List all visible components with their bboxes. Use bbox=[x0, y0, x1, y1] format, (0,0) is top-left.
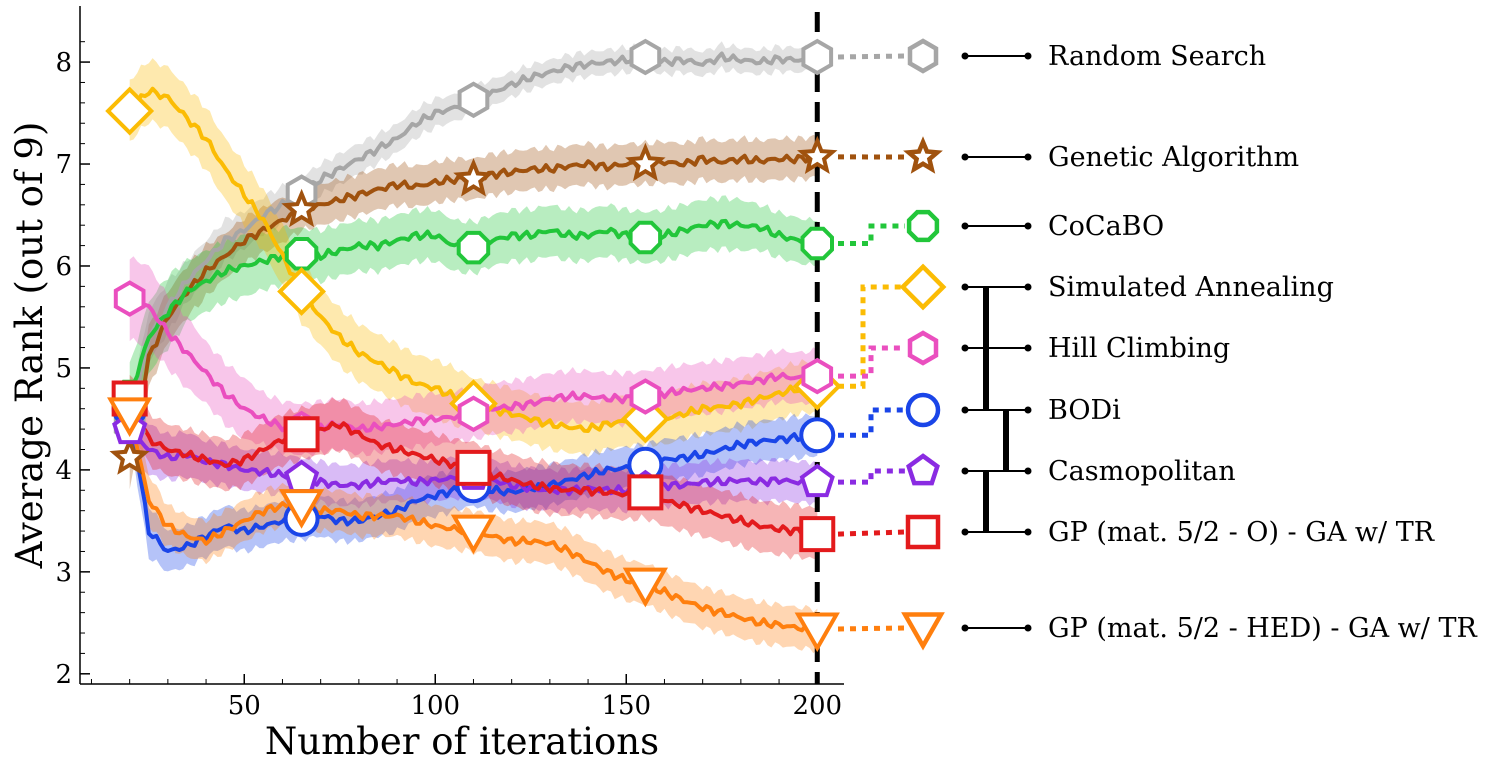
legend-rank-dot bbox=[962, 529, 969, 536]
legend-connector bbox=[838, 56, 905, 57]
legend-rank-dot bbox=[962, 345, 969, 352]
data-point-marker bbox=[459, 233, 489, 263]
legend-rank-dot bbox=[962, 53, 969, 60]
legend-rank-dot bbox=[962, 407, 969, 414]
legend-connector bbox=[838, 348, 905, 376]
legend-marker bbox=[903, 267, 944, 308]
legend-connector bbox=[838, 471, 905, 482]
data-point-marker bbox=[632, 381, 660, 413]
legend-rank-dot bbox=[962, 284, 969, 291]
legend-rank-dot bbox=[1025, 625, 1032, 632]
y-tick-label: 4 bbox=[55, 456, 72, 486]
data-point-marker bbox=[801, 419, 833, 451]
legend-label: Random Search bbox=[1048, 41, 1266, 72]
legend-label: Genetic Algorithm bbox=[1048, 142, 1299, 173]
legend-connector bbox=[838, 226, 905, 244]
confidence-bands bbox=[130, 41, 818, 653]
legend-rank-dot bbox=[1025, 468, 1032, 475]
x-tick-label: 100 bbox=[410, 691, 460, 721]
legend-marker bbox=[908, 395, 938, 425]
legend-label: BODi bbox=[1048, 395, 1121, 426]
y-tick-label: 5 bbox=[55, 354, 72, 384]
y-axis-label: Average Rank (out of 9) bbox=[8, 122, 51, 570]
legend-rank-dot bbox=[1025, 529, 1032, 536]
legend-rank-dot bbox=[1025, 284, 1032, 291]
legend-connector bbox=[838, 532, 905, 534]
legend-label: GP (mat. 5/2 - HED) - GA w/ TR bbox=[1048, 613, 1477, 644]
data-point-marker bbox=[460, 84, 488, 116]
data-point-marker bbox=[803, 41, 831, 73]
data-point-marker bbox=[629, 476, 661, 508]
y-tick-label: 6 bbox=[55, 252, 72, 282]
y-tick-label: 7 bbox=[55, 150, 72, 180]
legend-rank-dot bbox=[1025, 154, 1032, 161]
data-point-marker bbox=[801, 518, 833, 550]
legend-rank-dot bbox=[962, 625, 969, 632]
x-axis-label: Number of iterations bbox=[265, 720, 659, 763]
legend-rank-dot bbox=[1025, 53, 1032, 60]
legend-rank-dot bbox=[962, 223, 969, 230]
legend-label: Casmopolitan bbox=[1048, 456, 1236, 487]
legend-marker bbox=[909, 142, 938, 169]
legend-connector bbox=[838, 628, 905, 629]
legend-rank-dot bbox=[1025, 345, 1032, 352]
data-point-marker bbox=[803, 229, 833, 258]
legend-label: GP (mat. 5/2 - O) - GA w/ TR bbox=[1048, 517, 1435, 548]
x-tick-label: 150 bbox=[601, 691, 651, 721]
y-tick-label: 3 bbox=[55, 558, 72, 588]
legend-marker bbox=[908, 517, 938, 547]
data-point-marker bbox=[631, 223, 661, 253]
legend-rank-dot bbox=[1025, 223, 1032, 230]
legend-label: CoCaBO bbox=[1048, 211, 1164, 242]
x-tick-label: 200 bbox=[792, 691, 842, 721]
legend-marker bbox=[909, 212, 937, 240]
data-point-marker bbox=[632, 41, 660, 73]
data-point-marker bbox=[460, 398, 488, 430]
legend: Random Search Genetic Algorithm CoCaBO Simu… bbox=[838, 41, 1477, 646]
legend-marker bbox=[909, 456, 938, 483]
data-point-marker bbox=[286, 418, 318, 450]
data-point-marker bbox=[457, 452, 489, 484]
x-tick-label: 50 bbox=[228, 691, 261, 721]
legend-rank-dot bbox=[962, 468, 969, 475]
legend-connector bbox=[838, 410, 905, 435]
legend-marker bbox=[910, 333, 936, 363]
legend-marker bbox=[905, 615, 941, 647]
y-tick-label: 2 bbox=[55, 660, 72, 690]
legend-label: Hill Climbing bbox=[1048, 333, 1230, 364]
data-point-marker bbox=[116, 283, 144, 315]
legend-marker bbox=[910, 41, 936, 71]
data-point-marker bbox=[803, 360, 831, 392]
data-point-marker bbox=[287, 239, 317, 269]
legend-rank-dot bbox=[1025, 407, 1032, 414]
y-tick-label: 8 bbox=[55, 48, 72, 78]
legend-rank-dot bbox=[962, 154, 969, 161]
legend-label: Simulated Annealing bbox=[1048, 272, 1334, 303]
